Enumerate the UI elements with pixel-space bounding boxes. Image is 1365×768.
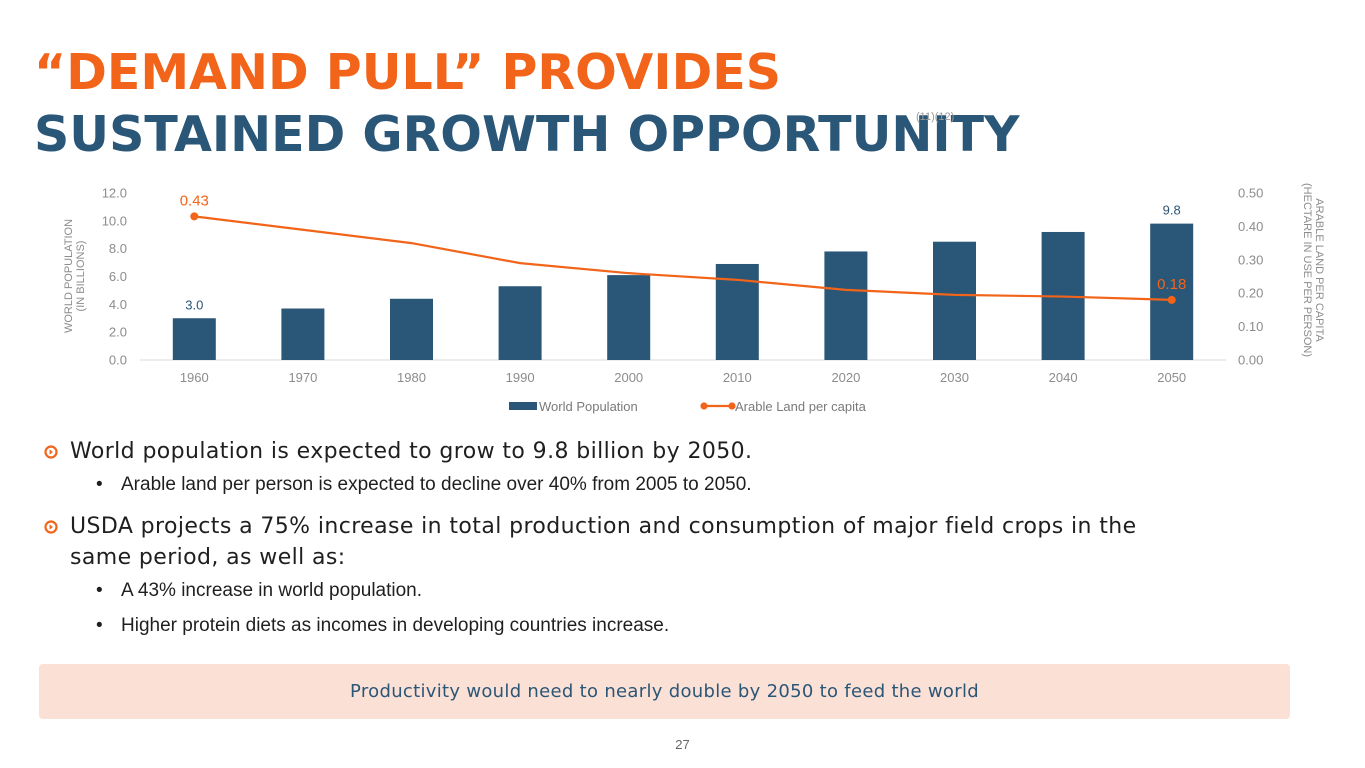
sub-bullet-2-1: • A 43% increase in world population.: [44, 579, 1164, 603]
dot-bullet-icon: •: [96, 474, 103, 495]
legend-label: Arable Land per capita: [735, 399, 867, 414]
y2-tick-label: 0.30: [1238, 252, 1263, 267]
population-data-label: 3.0: [185, 297, 203, 312]
population-bar: [824, 251, 868, 360]
footnote-reference: (11)(12): [916, 111, 955, 123]
population-data-label: 9.8: [1163, 203, 1181, 218]
population-bar: [281, 308, 325, 360]
dot-bullet-icon: •: [96, 615, 103, 636]
sub-bullet-1-1-text: Arable land per person is expected to de…: [121, 474, 752, 495]
y2-tick-label: 0.00: [1238, 353, 1263, 368]
x-tick-label: 2000: [614, 370, 643, 385]
legend-label: World Population: [539, 399, 638, 414]
y-tick-label: 2.0: [109, 325, 127, 340]
sub-bullet-2-2: • Higher protein diets as incomes in dev…: [44, 614, 1164, 638]
population-bar: [607, 275, 651, 360]
y-tick-label: 8.0: [109, 241, 127, 256]
legend-line-marker: [700, 402, 708, 410]
x-tick-label: 1970: [288, 370, 317, 385]
y-axis-title-line: WORLD POPULATION: [63, 219, 75, 333]
arable-land-marker: [190, 212, 199, 221]
bullet-2: USDA projects a 75% increase in total pr…: [44, 511, 1164, 573]
x-tick-label: 2010: [723, 370, 752, 385]
bullet-2-text: USDA projects a 75% increase in total pr…: [70, 514, 1137, 570]
y2-tick-label: 0.10: [1238, 319, 1263, 334]
y-tick-label: 10.0: [102, 213, 127, 228]
sub-bullet-2-1-text: A 43% increase in world population.: [121, 580, 423, 601]
legend-line-marker: [728, 402, 736, 410]
y-tick-label: 0.0: [109, 353, 127, 368]
orange-arrow-bullet-icon: [44, 520, 58, 534]
population-bar: [933, 241, 976, 360]
y2-tick-label: 0.20: [1238, 286, 1263, 301]
y-tick-label: 12.0: [102, 186, 127, 201]
callout-banner: Productivity would need to nearly double…: [39, 664, 1290, 719]
y2-axis-title-line: (HECTARE IN USE PER PERSON): [1301, 183, 1313, 357]
arable-land-line: [194, 215, 1172, 301]
arable-land-data-label: 0.43: [180, 192, 209, 209]
x-tick-label: 2030: [940, 370, 969, 385]
bullet-1-text: World population is expected to grow to …: [70, 439, 753, 464]
arable-land-data-label: 0.18: [1157, 276, 1186, 293]
y-tick-label: 6.0: [109, 269, 127, 284]
x-tick-label: 1960: [180, 370, 209, 385]
callout-text: Productivity would need to nearly double…: [350, 681, 979, 702]
y2-tick-label: 0.40: [1238, 219, 1263, 234]
y-axis-title-line: (IN BILLIONS): [75, 241, 87, 312]
x-tick-label: 1990: [506, 370, 535, 385]
population-land-chart: 0.0 2.0 4.0 6.0 8.0 10.0 12.0 0.00 0.10 0.20 0.30 0…: [63, 183, 1325, 414]
y2-axis-title: ARABLE LAND PER CAPITA(HECTARE IN USE PE…: [1301, 183, 1325, 357]
population-bar: [498, 286, 542, 360]
orange-arrow-bullet-icon: [44, 445, 58, 459]
x-tick-label: 2040: [1049, 370, 1078, 385]
population-bar: [390, 298, 433, 360]
sub-bullet-2-2-text: Higher protein diets as incomes in devel…: [121, 615, 670, 636]
legend-bar-swatch: [509, 402, 537, 410]
population-bar: [172, 318, 216, 360]
y-axis-title: WORLD POPULATION(IN BILLIONS): [63, 219, 87, 333]
title-line-2: SUSTAINED GROWTH OPPORTUNITY: [34, 106, 1020, 163]
title-line-1: “DEMAND PULL” PROVIDES: [34, 44, 782, 101]
x-tick-label: 1980: [397, 370, 426, 385]
x-tick-label: 2020: [831, 370, 860, 385]
dot-bullet-icon: •: [96, 580, 103, 601]
arable-land-marker: [1167, 295, 1176, 304]
y2-tick-label: 0.50: [1238, 186, 1263, 201]
y2-axis-title-line: ARABLE LAND PER CAPITA: [1313, 198, 1325, 342]
x-tick-label: 2050: [1157, 370, 1186, 385]
population-bar: [1150, 223, 1194, 360]
bullet-1: World population is expected to grow to …: [44, 436, 1164, 467]
y-tick-label: 4.0: [109, 297, 127, 312]
sub-bullet-1-1: • Arable land per person is expected to …: [44, 473, 1164, 497]
bullet-list: World population is expected to grow to …: [44, 436, 1164, 649]
page-number: 27: [675, 737, 690, 752]
